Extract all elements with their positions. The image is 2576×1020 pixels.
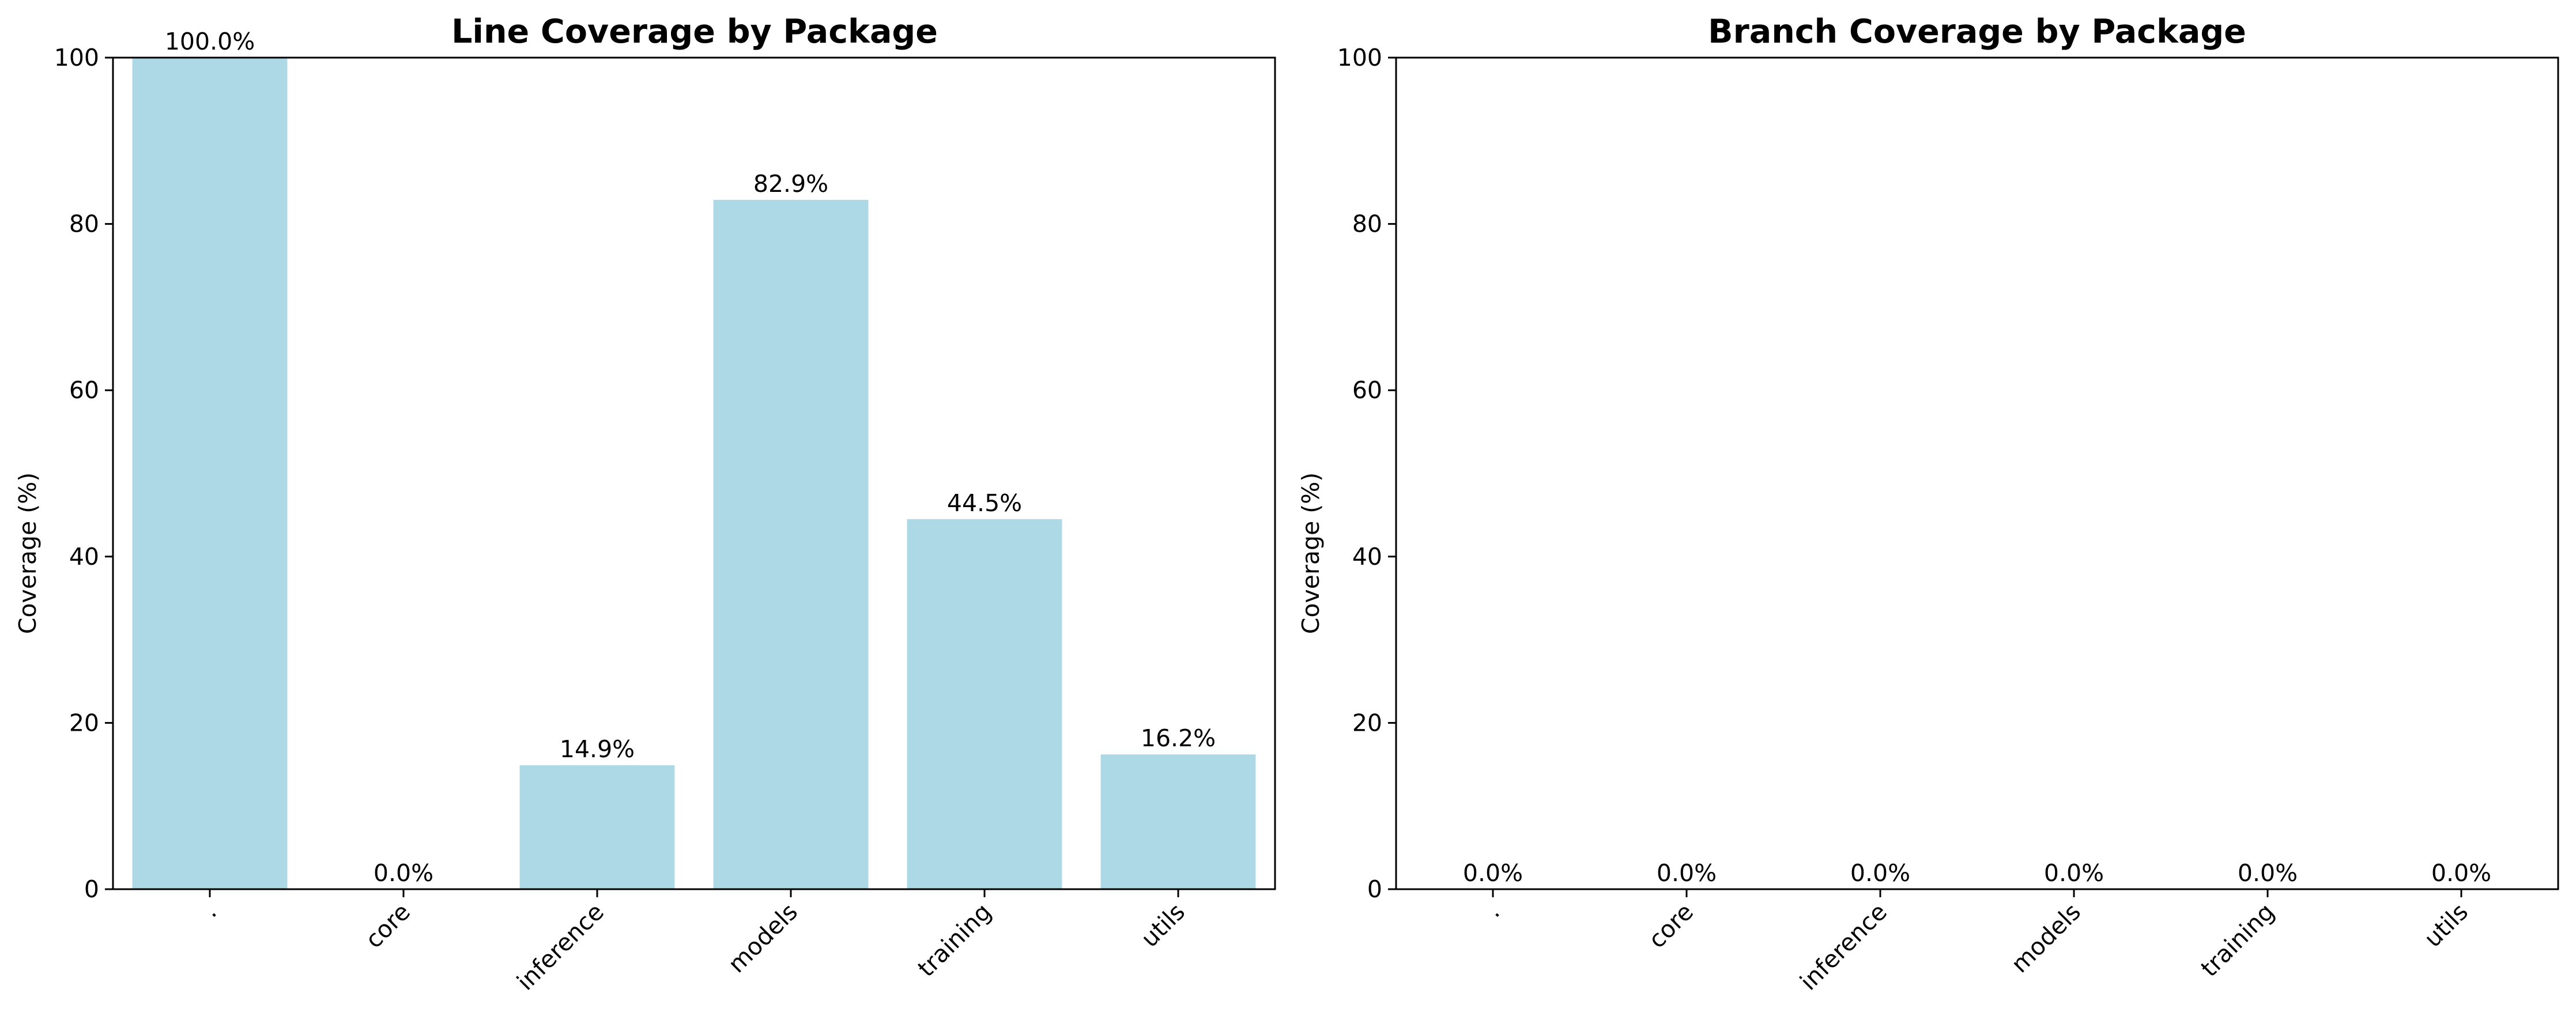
y-tick-label: 40 (69, 543, 99, 571)
y-tick-label: 100 (54, 44, 99, 71)
axes-frame (1395, 56, 2559, 890)
y-tick-label: 20 (1352, 709, 1382, 736)
bar-value-label: 0.0% (374, 859, 433, 887)
y-tick-label: 0 (1367, 875, 1382, 903)
y-tick-label: 20 (69, 709, 99, 736)
bar (1100, 754, 1256, 889)
bar-value-label: 16.2% (1141, 724, 1216, 752)
axes-frame (112, 56, 1276, 890)
chart-title: Line Coverage by Package (451, 13, 938, 51)
y-axis-label: Coverage (%) (1297, 473, 1325, 634)
bar (132, 58, 288, 889)
bar (519, 765, 675, 889)
bar (907, 519, 1062, 889)
y-tick-label: 60 (69, 376, 99, 404)
bar-value-label: 0.0% (1657, 859, 1717, 887)
plot-area: 100.0% 0.0% 14.9% 82.9% 44.5% 16.2% 0 20 40 60 80 1… (54, 28, 1276, 996)
y-tick-label: 80 (1352, 210, 1382, 238)
y-tick-label: 60 (1352, 376, 1382, 404)
y-axis-label: Coverage (%) (14, 473, 42, 634)
bar-value-label: 82.9% (753, 170, 828, 198)
bar-value-label: 44.5% (947, 489, 1022, 517)
bar-value-label: 0.0% (1850, 859, 1910, 887)
line-coverage-chart: Line Coverage by Package Coverage (%) 10… (14, 13, 1276, 996)
y-tick-label: 100 (1337, 44, 1382, 71)
bar (713, 199, 869, 890)
bar-value-label: 0.0% (2431, 859, 2491, 887)
bar-value-label: 0.0% (2044, 859, 2104, 887)
y-tick-label: 40 (1352, 543, 1382, 571)
y-tick-label: 80 (69, 210, 99, 238)
bar-value-label: 0.0% (2238, 859, 2298, 887)
chart-title: Branch Coverage by Package (1708, 13, 2246, 51)
bar-value-label: 0.0% (1463, 859, 1523, 887)
bar-value-label: 14.9% (560, 735, 635, 763)
bar-value-label: 100.0% (165, 28, 255, 55)
y-tick-label: 0 (84, 875, 99, 903)
